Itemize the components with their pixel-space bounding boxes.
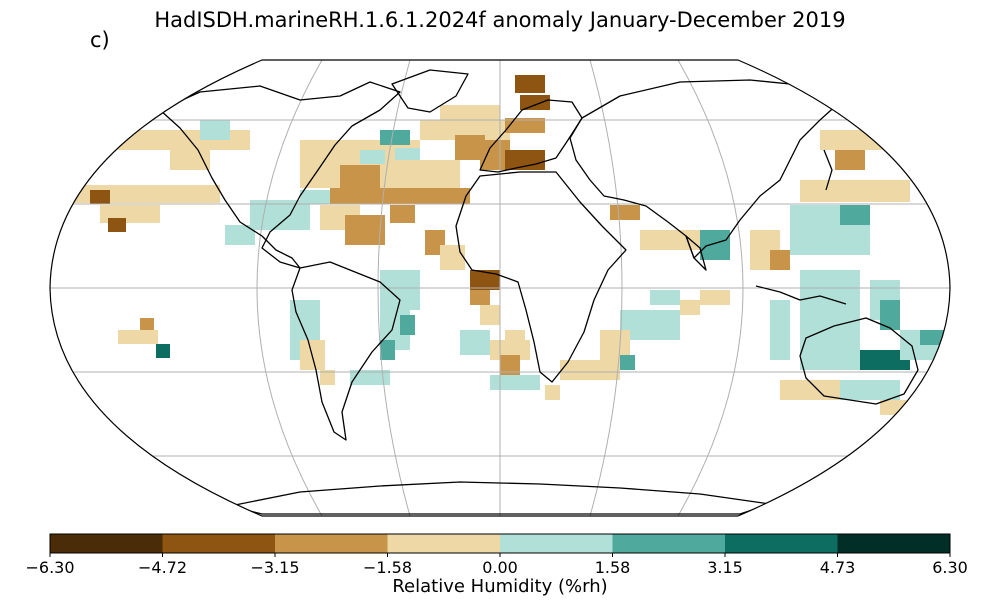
- graticule: [50, 60, 950, 516]
- anomaly-cell: [880, 300, 900, 330]
- meridian-120w: [256, 60, 323, 516]
- globe-border: [49, 59, 951, 517]
- anomaly-cell: [480, 305, 500, 325]
- colorbar-segment: [387, 534, 501, 553]
- colorbar-segment: [275, 534, 388, 553]
- anomaly-cell: [395, 148, 420, 160]
- anomaly-cell: [440, 105, 500, 120]
- anomaly-cell: [860, 350, 910, 370]
- anomaly-cell: [390, 205, 415, 223]
- anomaly-cell: [400, 315, 415, 335]
- colorbar-tick-label: 1.58: [594, 558, 631, 577]
- anomaly-cell: [380, 130, 410, 145]
- anomaly-cell: [90, 190, 110, 204]
- anomaly-cell: [140, 318, 154, 330]
- anomaly-cell: [470, 290, 490, 305]
- anomaly-cell: [156, 344, 170, 358]
- anomaly-cell: [108, 218, 126, 232]
- colorbar-segment: [612, 534, 726, 553]
- colorbar-segment: [500, 534, 613, 553]
- coast-australia: [799, 317, 919, 405]
- anomaly-cell: [800, 180, 910, 202]
- anomaly-cell: [350, 370, 390, 385]
- anomaly-cell: [490, 375, 540, 390]
- meridian-60w: [377, 60, 411, 516]
- coast-indonesia: [755, 285, 847, 305]
- anomaly-cell: [520, 95, 550, 110]
- colorbar-segment: [162, 534, 276, 553]
- coast-south-america: [291, 261, 401, 441]
- colorbar-tick-label: 4.73: [819, 558, 856, 577]
- anomaly-cell: [250, 200, 310, 230]
- anomaly-cell: [920, 330, 945, 345]
- anomaly-cell: [800, 270, 860, 370]
- colorbar-tick-label: 3.15: [707, 558, 743, 577]
- anomaly-cell: [170, 150, 210, 170]
- anomaly-cell: [380, 340, 395, 360]
- colorbar-tick-label: 6.30: [932, 558, 968, 577]
- anomaly-cell: [620, 355, 635, 370]
- anomaly-cell: [840, 380, 900, 400]
- panel-label: c): [90, 28, 110, 52]
- meridian-120e: [677, 60, 744, 516]
- anomaly-cell: [840, 205, 870, 225]
- coast-africa: [455, 171, 627, 383]
- anomaly-cell: [500, 355, 520, 375]
- colorbar-tick-label: −1.58: [362, 558, 413, 577]
- coast-greenland: [391, 69, 469, 113]
- anomaly-cell: [700, 230, 730, 260]
- anomaly-cell: [650, 290, 680, 305]
- anomaly-cell: [780, 380, 840, 400]
- anomaly-cell: [440, 245, 465, 270]
- map-title: HadISDH.marineRH.1.6.1.2024f anomaly Jan…: [154, 8, 846, 32]
- anomaly-cell: [330, 188, 470, 204]
- anomaly-cell: [470, 270, 500, 290]
- anomaly-cell: [820, 130, 900, 150]
- colorbar-tick-label: −4.72: [137, 558, 188, 577]
- anomaly-cell: [770, 250, 790, 270]
- coast-north-america: [159, 81, 401, 269]
- anomaly-cell: [505, 150, 545, 170]
- anomaly-cell: [360, 150, 385, 164]
- anomaly-cell: [345, 215, 385, 245]
- colorbar-label: Relative Humidity (%rh): [392, 576, 608, 597]
- anomaly-cell: [340, 165, 380, 190]
- anomaly-cell: [545, 385, 560, 400]
- colorbar: [49, 533, 951, 557]
- anomaly-cell: [610, 205, 640, 220]
- colorbar-segment: [725, 534, 838, 553]
- anomaly-cell: [835, 150, 865, 170]
- colorbar-tick-label: −3.15: [250, 558, 300, 577]
- colorbar-tick-label: −6.30: [25, 558, 75, 577]
- anomaly-cell: [420, 120, 510, 140]
- anomaly-cell: [560, 360, 620, 380]
- coast-japan: [823, 149, 833, 191]
- anomaly-cell: [700, 290, 730, 305]
- anomaly-cell: [505, 118, 545, 133]
- coast-india: [685, 235, 707, 271]
- anomaly-cell: [515, 75, 545, 93]
- anomaly-cell: [225, 225, 255, 245]
- colorbar-segment: [50, 534, 163, 553]
- coast-antarctica: [229, 481, 771, 515]
- anomaly-cell: [200, 120, 230, 140]
- anomaly-cell: [118, 330, 158, 344]
- coast-newzealand: [927, 397, 943, 427]
- colorbar-segment: [837, 534, 951, 553]
- anomaly-cell: [320, 370, 335, 385]
- anomaly-cell: [460, 330, 490, 355]
- colorbar-tick-label: 0.00: [482, 558, 518, 577]
- anomaly-cell: [680, 300, 700, 315]
- meridian-60e: [589, 60, 623, 516]
- anomaly-cell: [380, 270, 420, 310]
- anomaly-cell: [770, 300, 790, 360]
